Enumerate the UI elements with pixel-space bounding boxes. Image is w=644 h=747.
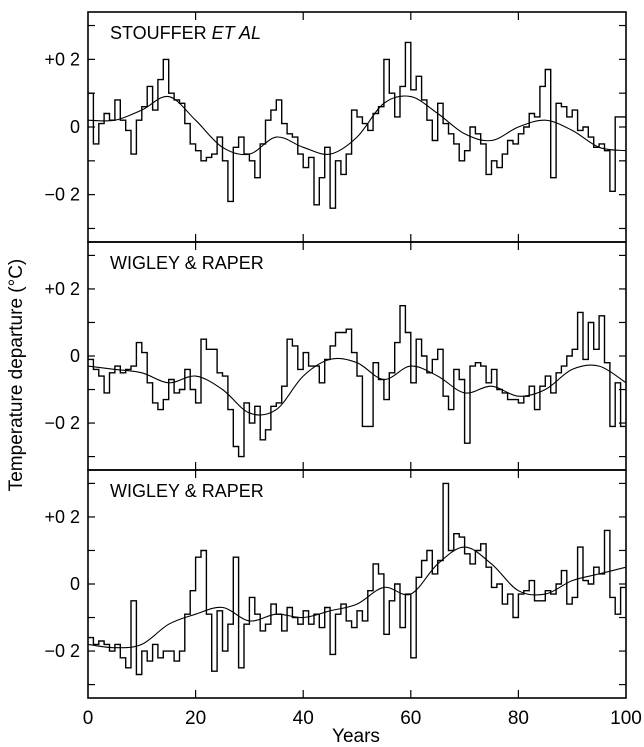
y-tick-label: +0 2	[44, 507, 80, 527]
panel-frame	[87, 469, 627, 699]
annual-step-series	[88, 305, 626, 458]
smoothed-series	[87, 357, 627, 416]
panel-title-italic: ET AL	[212, 23, 261, 43]
panel-title: WIGLEY & RAPER	[110, 253, 264, 273]
x-tick-label: 100	[610, 708, 642, 729]
panel-title: STOUFFER ET AL	[110, 23, 261, 43]
smoothed-series	[87, 546, 627, 649]
y-tick-label: −0 2	[44, 185, 80, 205]
panel-title-main: WIGLEY & RAPER	[110, 253, 264, 273]
annual-step-series	[88, 482, 626, 676]
y-tick-label: −0 2	[44, 413, 80, 433]
annual-step-series	[88, 41, 626, 209]
panel-frame	[87, 11, 627, 243]
y-tick-label: 0	[70, 117, 80, 137]
x-tick-label: 80	[508, 708, 529, 729]
y-tick-label: 0	[70, 574, 80, 594]
panel-title-main: WIGLEY & RAPER	[110, 481, 264, 501]
y-tick-label: −0 2	[44, 641, 80, 661]
x-axis: 0 20 40 60 80 100	[83, 708, 642, 729]
panels-group: +0 2 0 −0 2 STOUFFER ET AL +0 2 0 −0 2 WIGLEY &…	[44, 11, 627, 699]
x-axis-label: Years	[332, 726, 380, 747]
y-tick-label: 0	[70, 346, 80, 366]
panel-2: +0 2 0 −0 2 WIGLEY & RAPER	[44, 241, 627, 471]
panel-3: +0 2 0 −0 2 WIGLEY & RAPER	[44, 469, 627, 699]
y-tick-label: +0 2	[44, 49, 80, 69]
panel-1: +0 2 0 −0 2 STOUFFER ET AL	[44, 11, 627, 243]
x-tick-label: 20	[185, 708, 206, 729]
x-tick-label: 60	[400, 708, 421, 729]
y-axis-label: Temperature departure (°C)	[6, 259, 27, 492]
panel-title: WIGLEY & RAPER	[110, 481, 264, 501]
smoothed-series	[87, 95, 627, 156]
x-tick-label: 0	[83, 708, 94, 729]
x-tick-label: 40	[293, 708, 314, 729]
panel-title-main: STOUFFER	[110, 23, 212, 43]
y-tick-label: +0 2	[44, 279, 80, 299]
